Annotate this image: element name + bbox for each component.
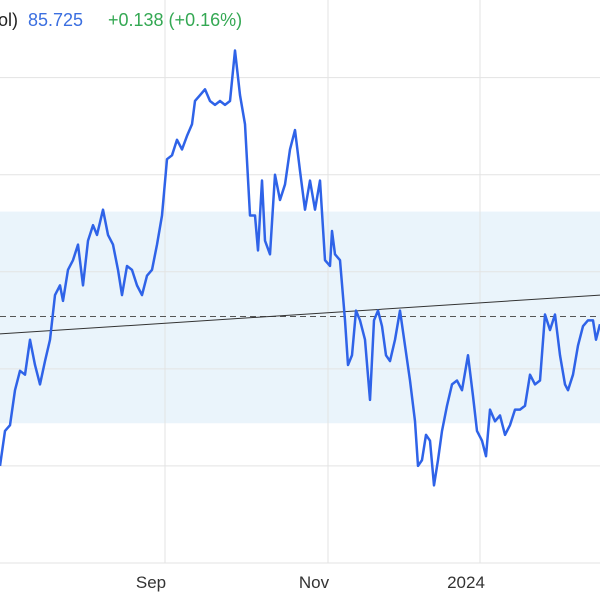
x-tick-label: 2024	[447, 573, 485, 592]
x-tick-label: Sep	[136, 573, 166, 592]
header-change: +0.138 (+0.16%)	[108, 10, 242, 30]
header-name: ol)	[0, 10, 18, 30]
x-tick-label: Nov	[299, 573, 330, 592]
trend-line	[0, 294, 600, 335]
price-line	[0, 49, 600, 487]
range-band	[0, 211, 600, 424]
header-last-value: 85.725	[28, 10, 83, 30]
